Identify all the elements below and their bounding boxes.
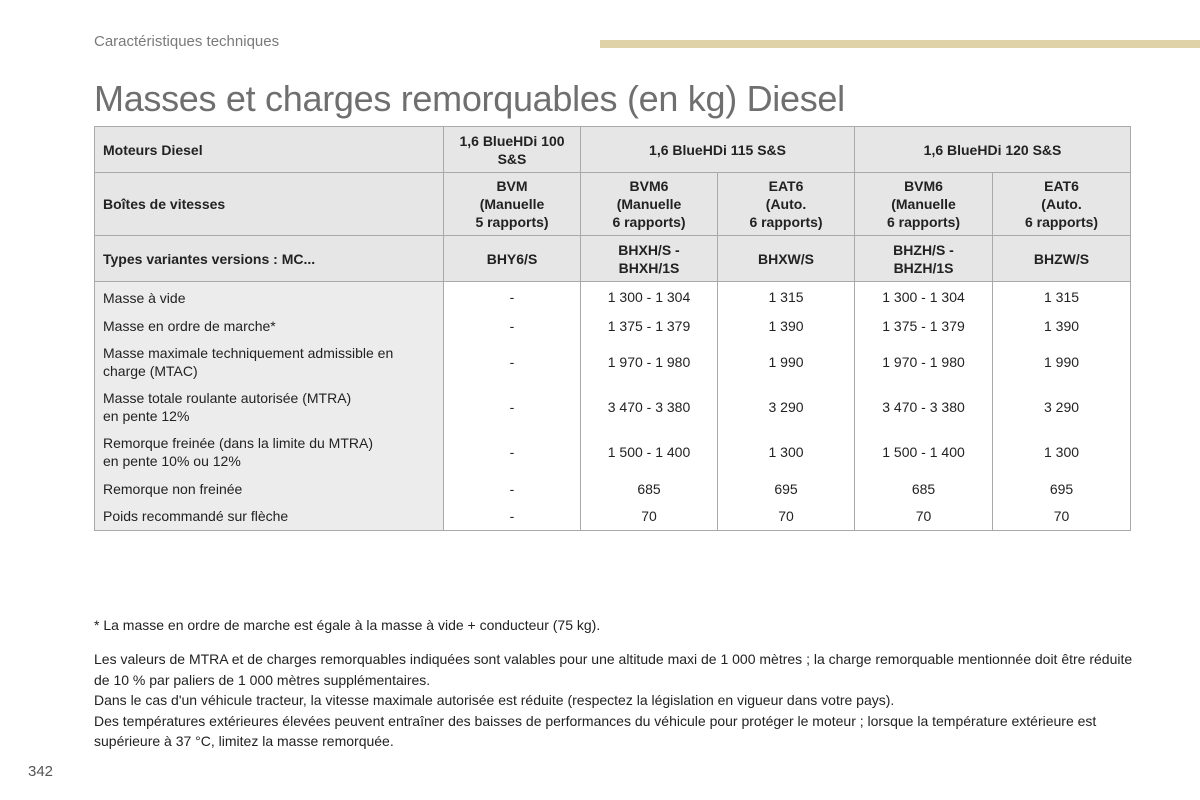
table-cell: 1 375 - 1 379 [854, 311, 994, 340]
table-cell: 1 300 - 1 304 [580, 281, 718, 312]
row-label: Remorque freinée (dans la limite du MTRA… [94, 429, 444, 475]
engine-header-row: Moteurs Diesel 1,6 BlueHDi 100 S&S 1,6 B… [94, 126, 1132, 173]
type-header: BHZH/S - BHZH/1S [854, 235, 994, 282]
row-label: Masse maximale techniquement admissible … [94, 339, 444, 385]
types-label: Types variantes versions : MC... [94, 235, 444, 282]
table-row: Masse à vide - 1 300 - 1 304 1 315 1 300… [94, 281, 1132, 312]
table-row: Remorque non freinée - 685 695 685 695 [94, 474, 1132, 503]
gearbox-header: BVM6 (Manuelle 6 rapports) [580, 172, 718, 236]
table-cell: - [443, 339, 581, 385]
table-cell: 70 [716, 502, 856, 531]
table-cell: 1 390 [992, 311, 1132, 340]
table-row: Remorque freinée (dans la limite du MTRA… [94, 429, 1132, 475]
gearbox-header: EAT6 (Auto. 6 rapports) [992, 172, 1132, 236]
table-cell: 685 [854, 474, 994, 503]
gearbox-label: Boîtes de vitesses [94, 172, 444, 236]
row-label: Masse en ordre de marche* [94, 311, 444, 340]
notes: Les valeurs de MTRA et de charges remorq… [94, 649, 1144, 752]
table-cell: 1 970 - 1 980 [580, 339, 718, 385]
table-row: Poids recommandé sur flèche - 70 70 70 7… [94, 502, 1132, 531]
table-cell: 1 390 [716, 311, 856, 340]
table-cell: 3 470 - 3 380 [854, 384, 994, 430]
page-title: Masses et charges remorquables (en kg) D… [94, 78, 845, 119]
header-accent-bar [600, 40, 1200, 48]
table-cell: 1 970 - 1 980 [854, 339, 994, 385]
row-label: Remorque non freinée [94, 474, 444, 503]
table-cell: 685 [580, 474, 718, 503]
note-paragraph: Les valeurs de MTRA et de charges remorq… [94, 651, 1133, 688]
engine-header: 1,6 BlueHDi 115 S&S [579, 126, 856, 173]
gearbox-header: BVM6 (Manuelle 6 rapports) [854, 172, 994, 236]
table-cell: 1 300 [716, 429, 856, 475]
table-cell: - [443, 281, 581, 312]
gearbox-header-row: Boîtes de vitesses BVM (Manuelle 5 rapport… [94, 172, 1132, 236]
engine-label: Moteurs Diesel [94, 126, 444, 173]
table-cell: - [443, 502, 581, 531]
table-cell: 695 [716, 474, 856, 503]
footnote: * La masse en ordre de marche est égale … [94, 617, 601, 633]
table-cell: 1 990 [716, 339, 856, 385]
engine-header: 1,6 BlueHDi 100 S&S [443, 126, 581, 173]
row-label: Masse à vide [94, 281, 444, 312]
gearbox-header: EAT6 (Auto. 6 rapports) [716, 172, 856, 236]
table-cell: 1 990 [992, 339, 1132, 385]
type-header: BHXW/S [716, 235, 856, 282]
table-cell: 1 315 [992, 281, 1132, 312]
table-cell: 1 500 - 1 400 [580, 429, 718, 475]
table-cell: - [443, 474, 581, 503]
page-number: 342 [28, 763, 54, 780]
types-header-row: Types variantes versions : MC... BHY6/S … [94, 235, 1132, 282]
table-cell: - [443, 384, 581, 430]
table-cell: 1 315 [716, 281, 856, 312]
table-cell: 1 500 - 1 400 [854, 429, 994, 475]
type-header: BHZW/S [992, 235, 1132, 282]
note-paragraph: Des températures extérieures élevées peu… [94, 712, 1097, 750]
table-cell: 3 290 [716, 384, 856, 430]
engine-header: 1,6 BlueHDi 120 S&S [854, 126, 1132, 173]
table-cell: 70 [580, 502, 718, 531]
table-row: Masse maximale techniquement admissible … [94, 339, 1132, 385]
row-label: Masse totale roulante autorisée (MTRA) en… [94, 384, 444, 430]
table-cell: 3 290 [992, 384, 1132, 430]
type-header: BHY6/S [443, 235, 581, 282]
specs-table: Moteurs Diesel 1,6 BlueHDi 100 S&S 1,6 B… [94, 126, 1132, 531]
type-header: BHXH/S - BHXH/1S [580, 235, 718, 282]
table-cell: 70 [854, 502, 994, 531]
table-cell: 695 [992, 474, 1132, 503]
table-cell: - [443, 429, 581, 475]
section-label: Caractéristiques techniques [94, 33, 280, 50]
table-cell: 3 470 - 3 380 [580, 384, 718, 430]
note-paragraph: Dans le cas d'un véhicule tracteur, la v… [94, 692, 895, 708]
row-label: Poids recommandé sur flèche [94, 502, 444, 531]
table-cell: 1 375 - 1 379 [580, 311, 718, 340]
table-cell: 70 [992, 502, 1132, 531]
gearbox-header: BVM (Manuelle 5 rapports) [443, 172, 581, 236]
table-cell: 1 300 - 1 304 [854, 281, 994, 312]
table-cell: 1 300 [992, 429, 1132, 475]
table-cell: - [443, 311, 581, 340]
table-row: Masse totale roulante autorisée (MTRA) en… [94, 384, 1132, 430]
table-row: Masse en ordre de marche* - 1 375 - 1 37… [94, 311, 1132, 340]
